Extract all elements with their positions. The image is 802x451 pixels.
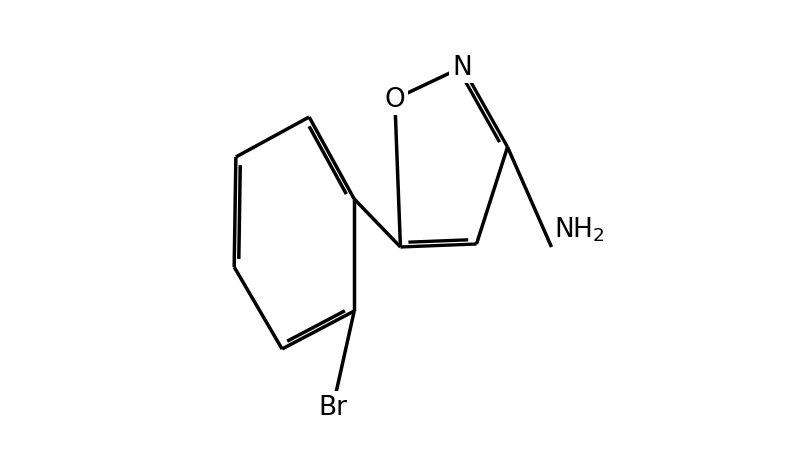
- Text: Br: Br: [318, 394, 347, 420]
- Text: O: O: [384, 87, 405, 113]
- Text: NH$_2$: NH$_2$: [553, 215, 605, 244]
- Text: N: N: [452, 55, 472, 81]
